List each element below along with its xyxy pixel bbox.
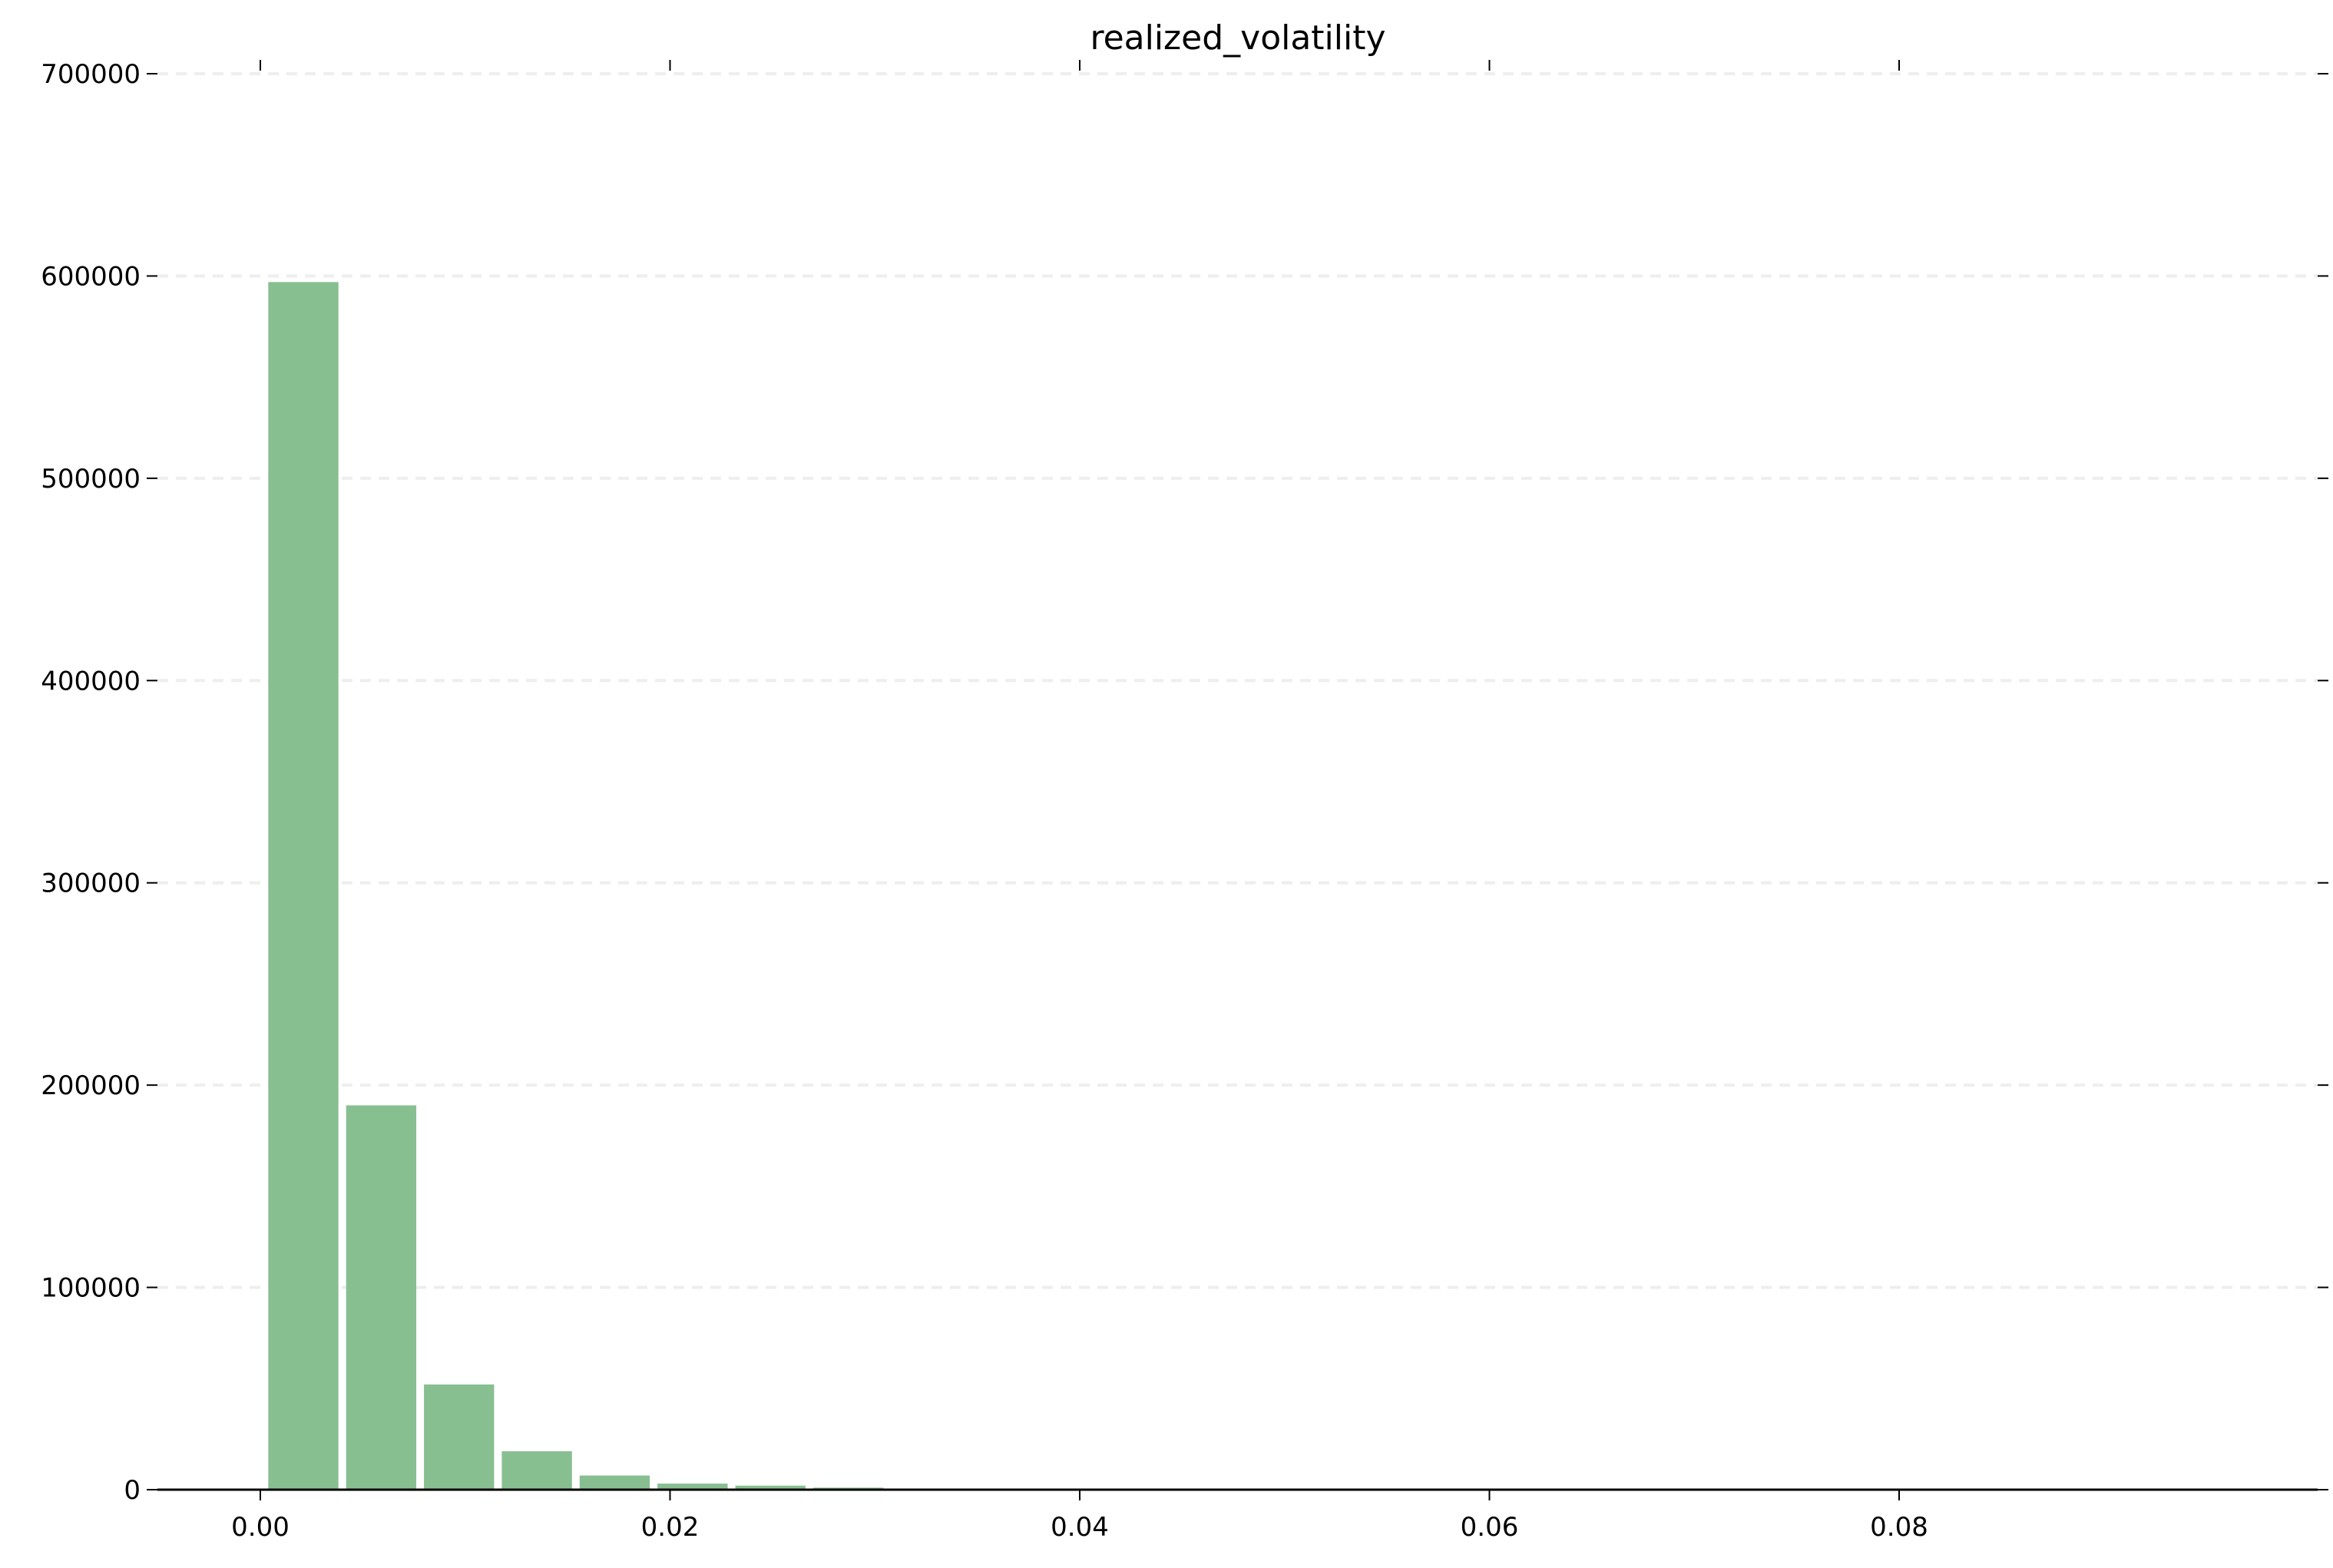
histogram-bar [424,1384,495,1490]
chart-title: realized_volatility [1090,18,1385,58]
histogram-bar [579,1475,650,1490]
x-tick-label: 0.04 [1051,1512,1109,1543]
y-tick-label: 400000 [41,666,141,696]
x-tick-label: 0.06 [1461,1512,1519,1543]
x-tick-label: 0.00 [231,1512,290,1543]
histogram-bar [735,1485,806,1490]
y-tick-label: 300000 [41,868,141,899]
y-tick-label: 700000 [41,59,141,90]
y-tick-label: 0 [124,1475,141,1506]
y-tick-label: 100000 [41,1273,141,1304]
tick-marks: 0 100000 200000 300000 400000 500000 600000 700… [41,59,2328,1543]
grid-lines [157,72,2318,1289]
x-tick-label: 0.02 [641,1512,700,1543]
y-tick-label: 500000 [41,464,141,495]
y-tick-label: 200000 [41,1070,141,1101]
y-tick-label: 600000 [41,261,141,292]
histogram-bar [268,282,339,1490]
histogram-bar [657,1484,728,1490]
histogram-bars [268,282,1039,1490]
x-tick-label: 0.08 [1870,1512,1928,1543]
histogram-bar [346,1105,417,1490]
histogram-bar [501,1451,572,1490]
